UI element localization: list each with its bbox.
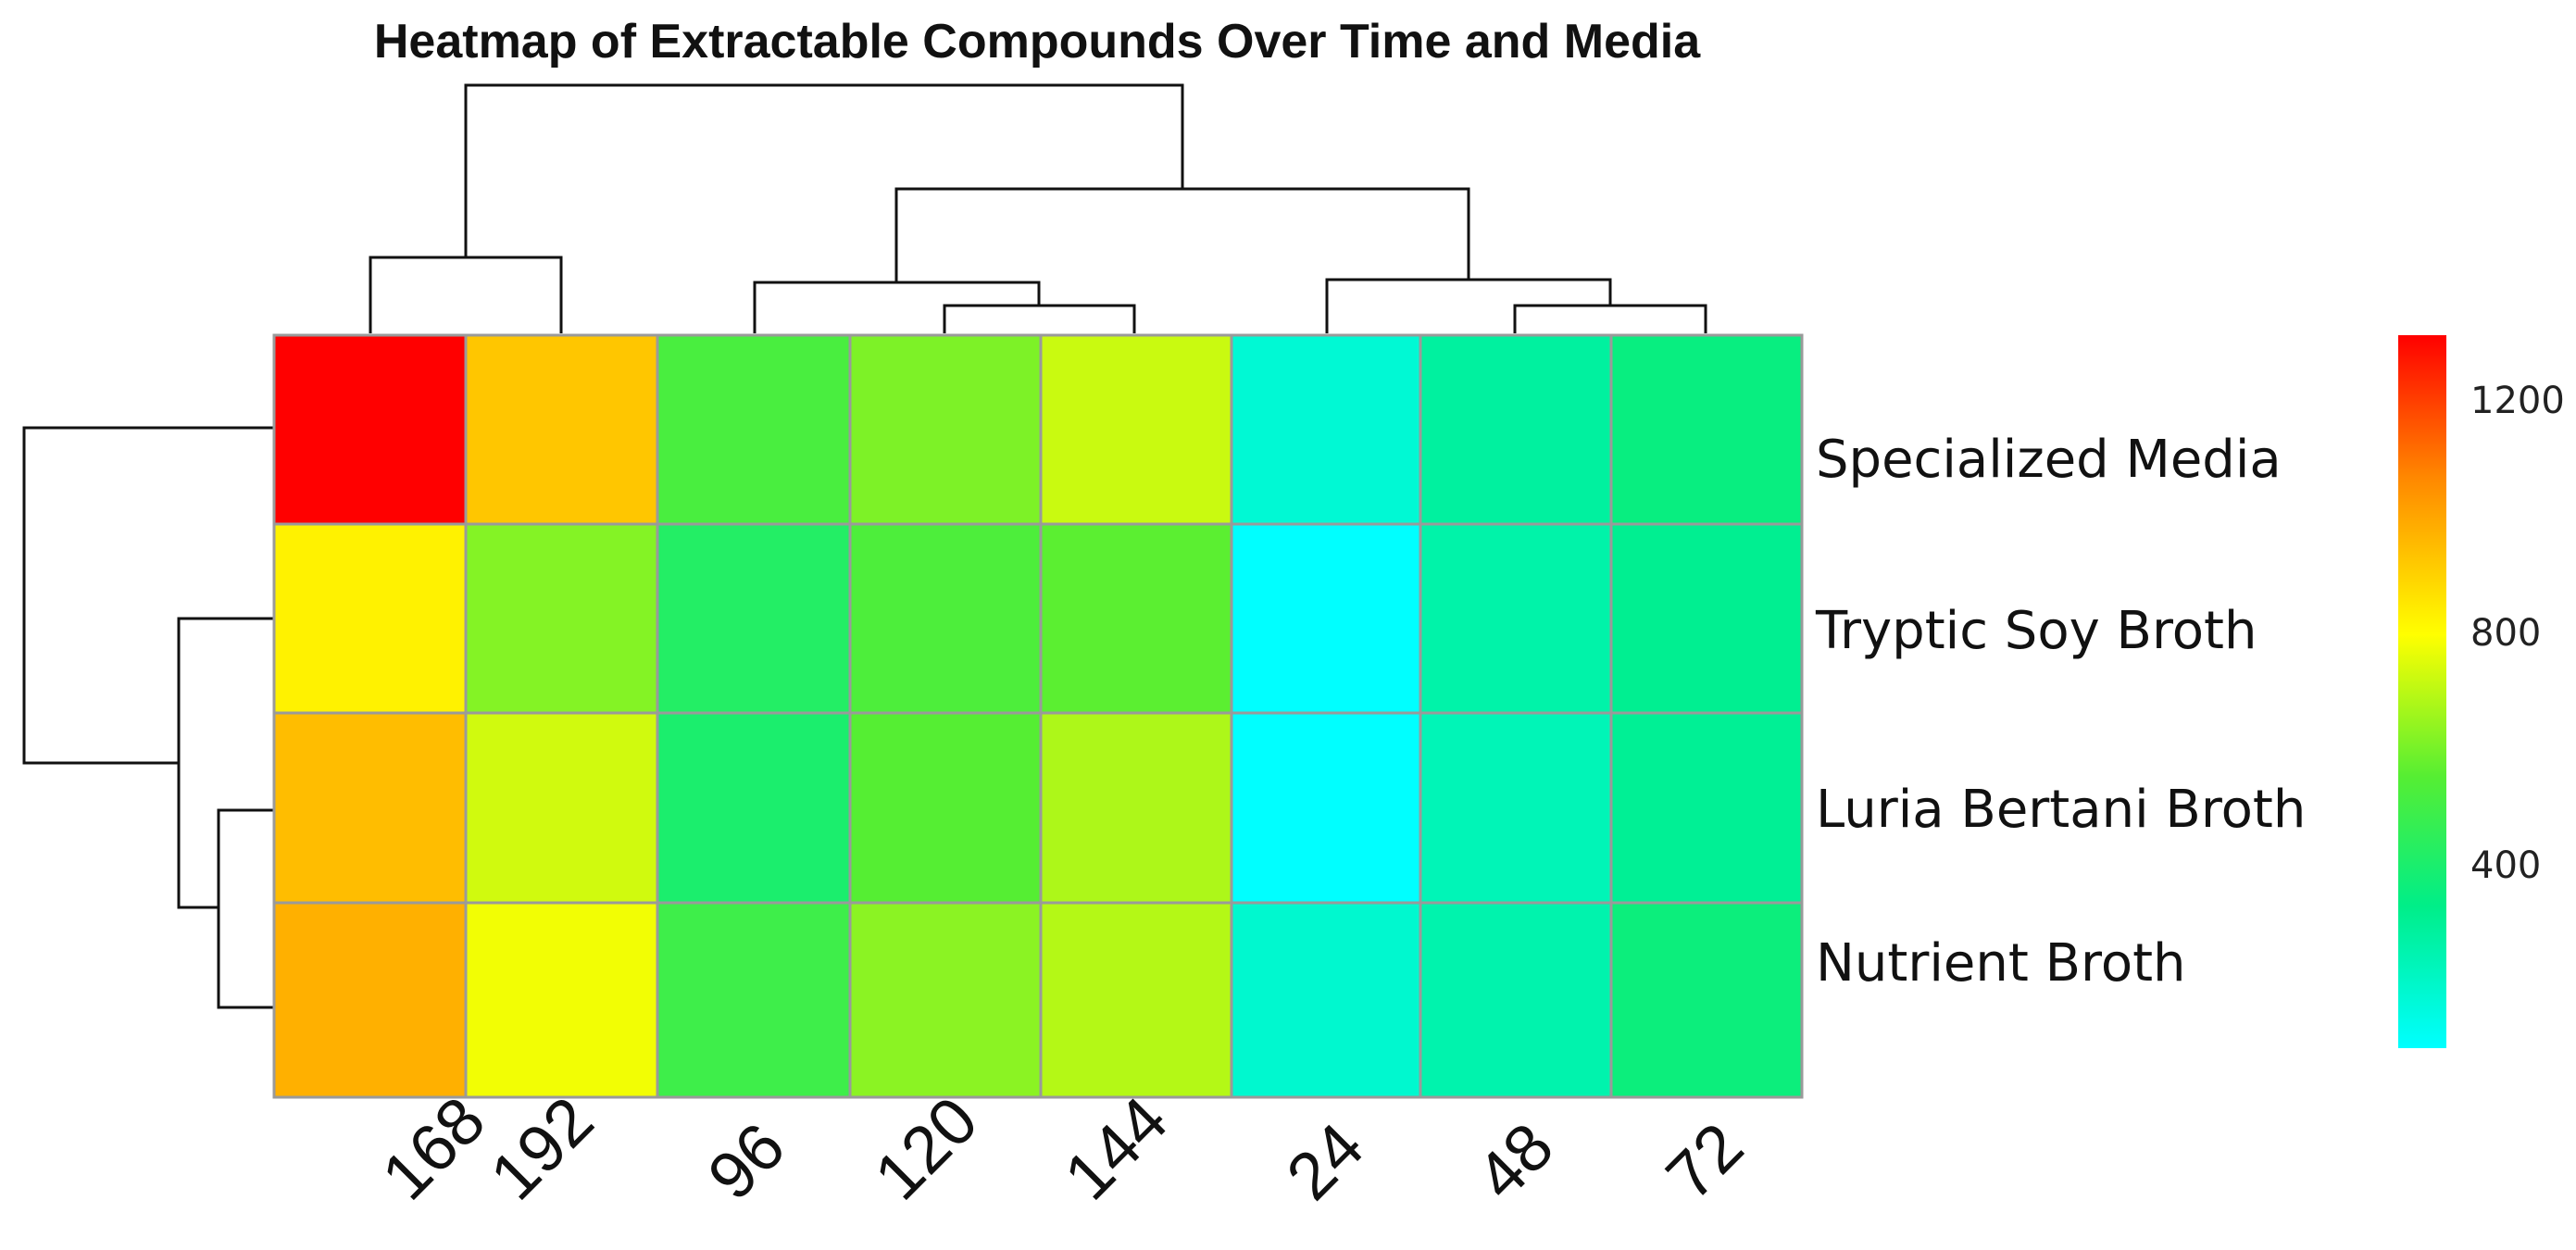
heatmap-cell <box>1609 711 1804 905</box>
column-label: 192 <box>477 1083 608 1215</box>
heatmap-cell <box>464 522 659 715</box>
row-dendro-root <box>22 426 274 765</box>
heatmap-cell <box>1419 522 1613 715</box>
heatmap-cell <box>272 522 468 715</box>
row-labels: Specialized Media Tryptic Soy Broth Luri… <box>1815 430 2306 994</box>
heatmap-cell <box>656 522 852 715</box>
column-label: 96 <box>694 1109 799 1214</box>
heatmap-cell <box>1039 711 1233 905</box>
colorbar-tick-label: 1200 <box>2470 380 2565 422</box>
heatmap-cell <box>272 333 468 526</box>
colorbar-tick-label: 400 <box>2470 844 2541 887</box>
heatmap-cell <box>656 901 852 1099</box>
colorbar-tick-label: 800 <box>2470 612 2541 655</box>
column-labels: 168 192 96 120 144 24 48 72 <box>369 1083 1757 1215</box>
heatmap-cell <box>1419 901 1613 1099</box>
heatmap-cell <box>656 333 852 526</box>
row-label: Luria Bertani Broth <box>1816 780 2306 840</box>
column-label: 72 <box>1653 1109 1757 1214</box>
heatmap-cell <box>1230 901 1422 1099</box>
row-label: Specialized Media <box>1816 430 2282 490</box>
heatmap-cell <box>848 522 1043 715</box>
heatmap-cell <box>1230 522 1422 715</box>
row-label: Nutrient Broth <box>1816 933 2186 994</box>
column-label: 48 <box>1463 1109 1568 1214</box>
heatmap-cell <box>1609 522 1804 715</box>
heatmap-cell <box>1039 522 1233 715</box>
heatmap-cell <box>1609 901 1804 1099</box>
chart-title: Heatmap of Extractable Compounds Over Ti… <box>374 15 1701 69</box>
column-label: 24 <box>1273 1109 1378 1214</box>
colorbar: 1200 800 400 <box>2398 335 2565 1048</box>
heatmap-cell <box>656 711 852 905</box>
heatmap-cell <box>1609 333 1804 526</box>
heatmap-cells <box>272 333 1804 1099</box>
heatmap-cell <box>848 901 1043 1099</box>
col-dendro-48-72 <box>1513 304 1707 333</box>
heatmap-cell <box>464 333 659 526</box>
row-dendrogram <box>22 426 274 1009</box>
row-dendro-tsb-group <box>177 617 274 909</box>
column-label: 168 <box>369 1083 500 1215</box>
heatmap-cell <box>1419 333 1613 526</box>
heatmap-cell <box>1039 333 1233 526</box>
col-dendro-root <box>464 83 1184 257</box>
column-label: 120 <box>861 1083 993 1215</box>
row-label: Tryptic Soy Broth <box>1815 601 2257 661</box>
heatmap-cell <box>1419 711 1613 905</box>
col-dendro-120-144 <box>943 304 1136 333</box>
heatmap-cell <box>1230 711 1422 905</box>
col-dendro-168-192 <box>369 256 563 333</box>
column-dendrogram <box>369 83 1707 333</box>
heatmap-cell <box>272 711 468 905</box>
heatmap-cell <box>848 333 1043 526</box>
heatmap-cell <box>1039 901 1233 1099</box>
heatmap-cell <box>1230 333 1422 526</box>
heatmap-cell <box>848 711 1043 905</box>
heatmap-cell <box>464 901 659 1099</box>
heatmap-cell <box>272 901 468 1099</box>
heatmap-cell <box>464 711 659 905</box>
column-label: 144 <box>1051 1083 1182 1215</box>
col-dendro-mid <box>894 187 1470 282</box>
row-dendro-lb-nb <box>217 808 274 1009</box>
colorbar-gradient <box>2398 335 2446 1048</box>
col-dendro-96-120-144 <box>753 281 1041 333</box>
